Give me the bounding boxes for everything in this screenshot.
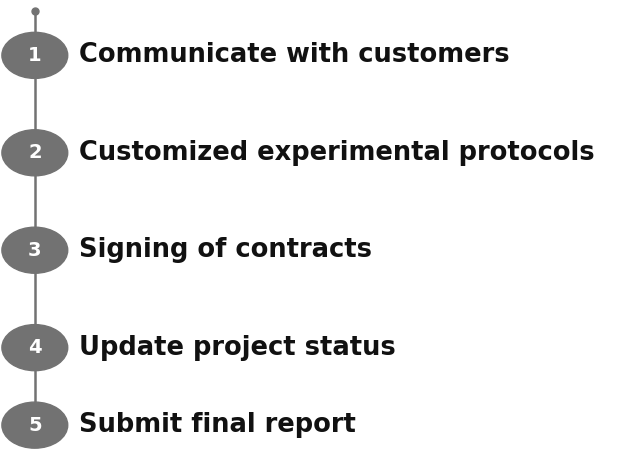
- Text: 4: 4: [28, 338, 42, 357]
- Text: Customized experimental protocols: Customized experimental protocols: [79, 140, 595, 166]
- Circle shape: [2, 325, 68, 371]
- Text: Signing of contracts: Signing of contracts: [79, 237, 372, 263]
- Text: 2: 2: [28, 143, 42, 162]
- Circle shape: [2, 130, 68, 176]
- Text: 1: 1: [28, 46, 42, 65]
- Text: Submit final report: Submit final report: [79, 412, 356, 438]
- Circle shape: [2, 33, 68, 79]
- Text: 5: 5: [28, 416, 42, 435]
- Text: Update project status: Update project status: [79, 335, 396, 361]
- Text: 3: 3: [28, 241, 42, 260]
- Text: Communicate with customers: Communicate with customers: [79, 42, 510, 68]
- Circle shape: [2, 227, 68, 273]
- Circle shape: [2, 402, 68, 448]
